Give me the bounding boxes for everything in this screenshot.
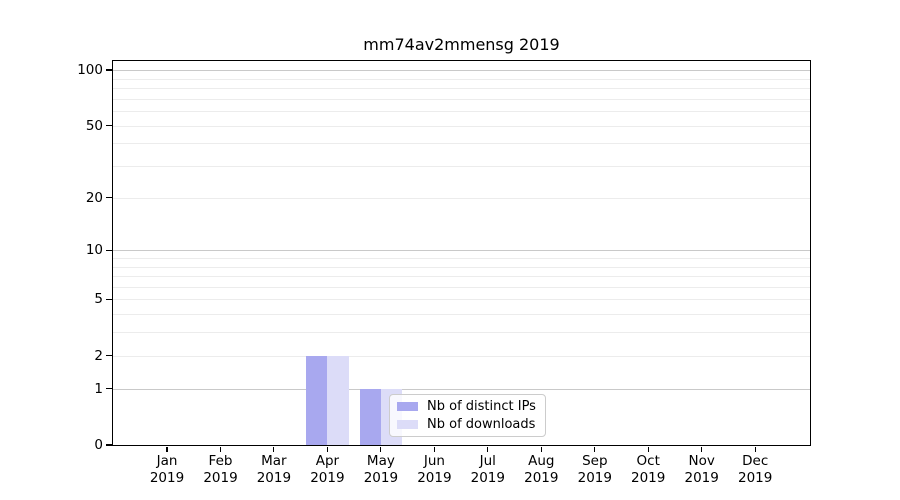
x-tick-year: 2019 xyxy=(577,469,612,486)
y-tick-mark xyxy=(106,124,113,127)
gridline xyxy=(113,98,810,100)
x-tick-mark xyxy=(540,446,542,452)
gridline xyxy=(113,266,810,268)
x-tick-month: Apr xyxy=(315,453,340,469)
gridline xyxy=(113,125,810,127)
x-tick-label: Dec 2019 xyxy=(723,453,787,486)
x-tick-mark xyxy=(487,446,489,452)
y-tick-mark xyxy=(106,355,113,357)
legend-entry: Nb of downloads xyxy=(390,416,545,434)
y-tick-label: 0 xyxy=(94,437,103,453)
y-tick-mark xyxy=(106,69,113,71)
legend-swatch xyxy=(397,401,418,411)
x-tick-mark xyxy=(701,446,703,452)
x-tick-label: Feb 2019 xyxy=(189,453,253,486)
x-tick-year: 2019 xyxy=(149,469,185,486)
x-tick-month: May xyxy=(366,453,395,469)
bar-distinct-ips-may xyxy=(359,388,381,445)
gridline xyxy=(113,166,810,167)
y-tick-label: 2 xyxy=(94,347,103,364)
x-tick-year: 2019 xyxy=(684,469,719,486)
gridline xyxy=(113,197,810,199)
gridline xyxy=(113,87,810,89)
y-tick-mark xyxy=(106,388,113,390)
x-tick-label: Oct 2019 xyxy=(616,453,680,486)
x-tick-month: Mar xyxy=(261,453,287,469)
y-tick-mark xyxy=(106,197,113,199)
x-tick-mark xyxy=(166,446,168,452)
x-tick-mark xyxy=(219,446,222,452)
x-tick-year: 2019 xyxy=(470,469,505,486)
gridlines-layer xyxy=(113,61,810,445)
gridline xyxy=(113,257,810,259)
gridline xyxy=(113,250,810,252)
x-tick-mark xyxy=(380,446,382,452)
y-tick-label: 10 xyxy=(85,242,103,259)
x-tick-month: Sep xyxy=(582,453,608,469)
gridline xyxy=(113,388,810,390)
gridline xyxy=(113,355,810,357)
y-tick-label: 100 xyxy=(77,62,103,78)
gridline xyxy=(113,111,810,112)
x-tick-month: Jul xyxy=(479,453,496,469)
x-tick-label: Sep 2019 xyxy=(563,453,627,486)
bar-distinct-ips-apr xyxy=(306,355,328,445)
x-tick-mark xyxy=(326,446,328,452)
x-tick-label: Jul 2019 xyxy=(456,453,520,486)
legend-swatch xyxy=(397,420,418,430)
x-tick-mark xyxy=(754,446,756,452)
y-tick-label: 5 xyxy=(94,291,103,308)
x-tick-month: Oct xyxy=(636,453,660,469)
x-tick-month: Dec xyxy=(742,453,769,469)
y-tick-mark xyxy=(106,298,113,300)
x-tick-year: 2019 xyxy=(631,469,666,486)
x-tick-month: Nov xyxy=(688,453,715,469)
gridline xyxy=(113,286,810,288)
y-tick-label: 50 xyxy=(85,117,103,134)
x-tick-month: Feb xyxy=(208,453,233,469)
legend-entry: Nb of distinct IPs xyxy=(390,397,545,415)
legend-label: Nb of distinct IPs xyxy=(427,398,536,414)
x-tick-year: 2019 xyxy=(738,469,773,486)
x-tick-month: Jun xyxy=(423,453,445,469)
x-tick-year: 2019 xyxy=(256,469,292,486)
gridline xyxy=(113,70,810,71)
gridline xyxy=(113,299,810,301)
x-tick-year: 2019 xyxy=(417,469,452,486)
x-tick-year: 2019 xyxy=(203,469,238,486)
x-tick-mark xyxy=(433,446,435,452)
x-tick-label: Jan 2019 xyxy=(135,453,199,486)
x-tick-label: Jun 2019 xyxy=(402,453,466,486)
gridline xyxy=(113,314,810,316)
bar-downloads-apr xyxy=(327,355,349,445)
gridline xyxy=(113,276,810,277)
legend: Nb of distinct IPs Nb of downloads xyxy=(389,394,546,437)
gridline xyxy=(113,143,810,145)
x-tick-month: Aug xyxy=(528,453,555,469)
x-tick-mark xyxy=(647,446,649,452)
bars-layer xyxy=(113,61,810,445)
x-tick-mark xyxy=(594,446,596,452)
x-tick-month: Jan xyxy=(156,453,178,469)
x-tick-label: Apr 2019 xyxy=(295,453,359,486)
x-tick-label: Mar 2019 xyxy=(242,453,306,486)
y-tick-label: 1 xyxy=(94,380,103,397)
x-tick-mark xyxy=(273,446,275,452)
y-tick-mark xyxy=(106,249,113,251)
legend-label: Nb of downloads xyxy=(427,417,536,433)
chart-title: mm74av2mmensg 2019 xyxy=(363,35,560,54)
y-tick-mark xyxy=(106,444,113,446)
x-tick-year: 2019 xyxy=(363,469,399,486)
x-tick-label: May 2019 xyxy=(349,453,413,486)
gridline xyxy=(113,78,810,80)
x-tick-label: Nov 2019 xyxy=(670,453,734,486)
y-tick-label: 20 xyxy=(85,189,103,206)
x-tick-label: Aug 2019 xyxy=(509,453,573,486)
x-tick-year: 2019 xyxy=(524,469,559,486)
x-tick-year: 2019 xyxy=(310,469,345,486)
plot-area xyxy=(112,60,811,446)
gridline xyxy=(113,332,810,334)
